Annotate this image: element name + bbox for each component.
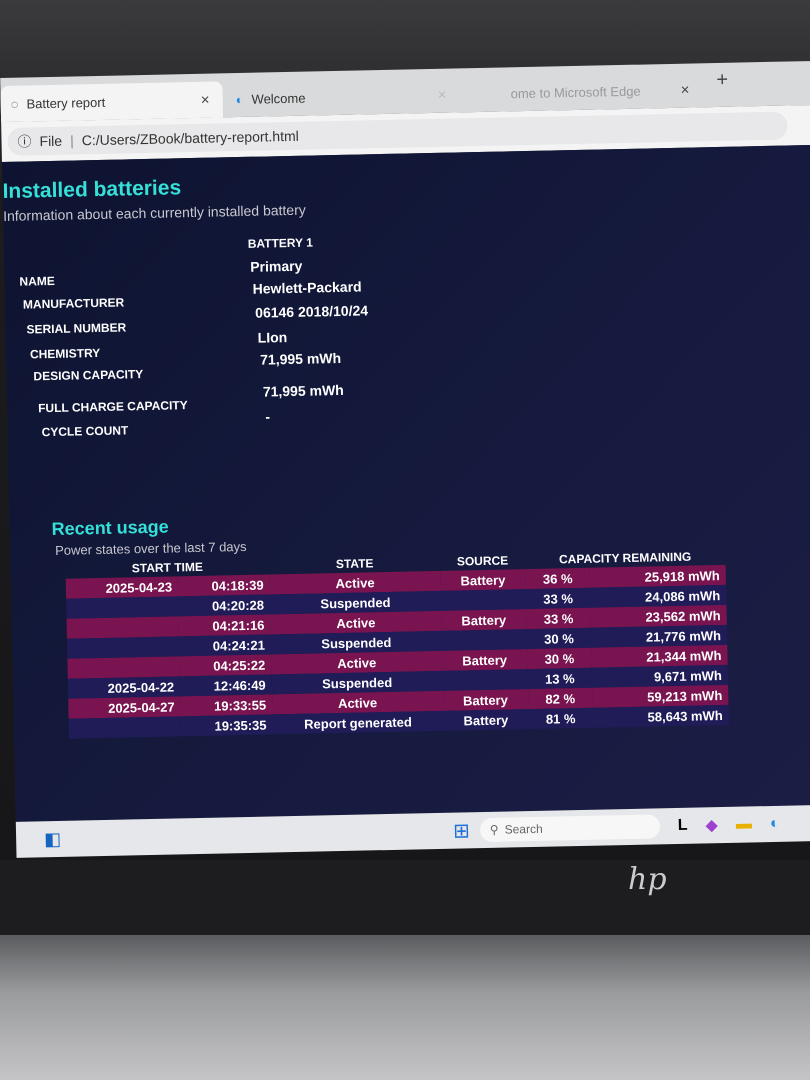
recent-usage-subtitle: Power states over the last 7 days [54,538,247,558]
cell-source [440,589,526,611]
cell-mwh: 25,918 mWh [589,564,726,588]
laptop-body [0,860,810,940]
taskbar-search[interactable]: ⚲ Search [479,814,661,843]
cell-source [442,669,528,691]
battery-header: BATTERY 1 [247,235,313,251]
header-source: SOURCE [456,553,509,569]
cell-percent: 33 % [525,607,592,630]
label-name: NAME [19,273,55,289]
value-name: Primary [250,257,303,275]
copilot-icon[interactable]: ◆ [705,817,719,835]
cell-mwh: 21,776 mWh [591,624,728,648]
cell-time: 04:18:39 [177,574,270,597]
windows-start-icon[interactable]: ⊞ [452,819,471,843]
installed-subtitle: Information about each currently install… [2,201,306,224]
cell-source: Battery [441,609,527,631]
cell-percent: 36 % [525,567,591,590]
cell-state: Report generated [272,710,444,735]
cell-time: 04:25:22 [179,654,272,677]
cell-date [67,656,180,679]
address-url: C:/Users/ZBook/battery-report.html [81,127,299,149]
cell-percent: 33 % [525,587,591,610]
cell-date [68,716,182,739]
value-serial: 06146 2018/10/24 [255,302,369,321]
cell-source: Battery [440,569,526,591]
cell-date [66,616,180,639]
info-icon: ⓘ [17,133,32,150]
label-serial: SERIAL NUMBER [26,320,127,337]
label-full-charge: FULL CHARGE CAPACITY [37,398,188,416]
tab-label: Battery report [26,94,106,111]
close-tab-icon[interactable]: × [200,91,210,109]
cell-date: 2025-04-22 [67,676,181,699]
value-cycle-count: - [265,408,271,425]
cell-source [441,629,527,651]
cell-time: 12:46:49 [179,674,272,697]
cell-date: 2025-04-27 [68,696,181,719]
cell-time: 04:20:28 [178,594,271,617]
value-manufacturer: Hewlett-Packard [252,278,362,297]
cell-date [66,636,180,659]
cell-mwh: 21,344 mWh [591,644,728,668]
cell-time: 19:33:55 [180,694,273,717]
cell-percent: 13 % [527,667,593,690]
new-tab-button[interactable]: + [716,68,729,91]
tab-edge-welcome[interactable]: ome to Microsoft Edge × [500,71,711,111]
cell-time: 19:35:35 [180,714,273,737]
cell-date: 2025-04-23 [65,576,179,599]
close-tab-icon[interactable]: × [437,86,447,104]
tab-label: ome to Microsoft Edge [510,83,641,101]
search-label: Search [504,821,543,837]
laptop-hinge [0,935,810,1080]
cell-time: 04:21:16 [178,614,271,637]
page-icon: ◌ [10,96,19,112]
cell-source: Battery [442,649,528,671]
hp-logo: hp [628,862,667,897]
value-chemistry: LIon [257,329,288,346]
label-chemistry: CHEMISTRY [29,345,101,362]
widgets-icon[interactable]: ◧ [43,828,62,849]
cell-percent: 81 % [528,707,594,730]
value-design-capacity: 71,995 mWh [259,349,342,368]
recent-usage-title: Recent usage [51,516,169,540]
cell-source: Battery [443,709,529,731]
cell-mwh: 58,643 mWh [592,704,729,728]
address-prefix: File [39,132,63,150]
tab-label: Welcome [251,90,306,107]
cell-date [66,596,179,619]
edge-icon: ◐ [235,91,244,107]
app-icon[interactable]: L [677,816,688,834]
report-page: Installed batteries Information about ea… [1,144,810,822]
value-full-charge: 71,995 mWh [262,381,344,400]
search-icon: ⚲ [489,822,499,837]
installed-title: Installed batteries [2,176,182,203]
screen: ◌ Battery report × ◐ Welcome × ome to Mi… [0,51,810,858]
edge-taskbar-icon[interactable]: ◐ [769,814,780,833]
recent-usage-table: START TIME STATE SOURCE CAPACITY REMAINI… [65,547,729,739]
tab-battery-report[interactable]: ◌ Battery report × [0,81,224,122]
cell-percent: 30 % [526,627,592,650]
label-cycle-count: CYCLE COUNT [41,423,129,440]
close-tab-icon[interactable]: × [680,81,690,99]
cell-percent: 82 % [527,687,593,710]
tab-welcome[interactable]: ◐ Welcome × [225,76,456,117]
cell-percent: 30 % [526,647,593,670]
cell-source: Battery [442,689,529,711]
file-explorer-icon[interactable]: ▬ [735,815,753,833]
label-manufacturer: MANUFACTURER [22,295,125,312]
label-design-capacity: DESIGN CAPACITY [33,367,144,384]
cell-time: 04:24:21 [179,634,272,657]
